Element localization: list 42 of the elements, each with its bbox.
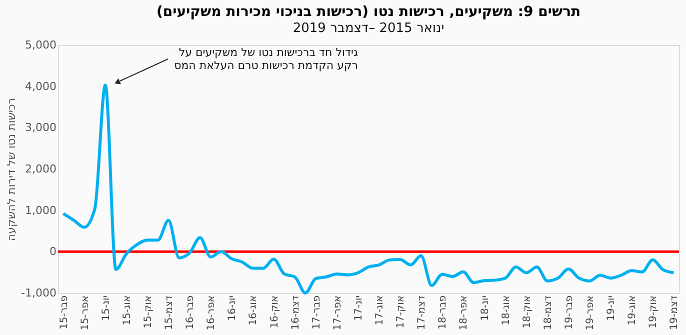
x-tick-label: דצמ-15 bbox=[164, 294, 176, 330]
chart-title: תרשים 9: משקיעים, רכישות נטו (רכישות בניכוי מכירות משקיעים) bbox=[156, 4, 581, 20]
x-tick-label: יונ-19 bbox=[606, 296, 618, 321]
x-tick-label: אפר-16 bbox=[206, 296, 218, 330]
x-tick-label: דצמ-18 bbox=[542, 294, 554, 330]
chart-subtitle: ינואר 2015 –דצמבר 2019 bbox=[292, 21, 444, 36]
x-tick-label: אוק-16 bbox=[269, 296, 280, 328]
x-tick-label: יונ-18 bbox=[480, 296, 491, 321]
x-tick-label: אוג-19 bbox=[627, 296, 638, 326]
x-tick-label: דצמ-16 bbox=[290, 294, 302, 330]
y-tick-label: 4,000 bbox=[25, 80, 56, 93]
y-tick-label: 2,000 bbox=[25, 162, 56, 176]
annotation: גידול חד ברכישות נטו של משקיעים על רקע הקדמת רכישות טרם העלאת המס bbox=[174, 46, 358, 72]
y-tick-label: -1,000 bbox=[21, 286, 56, 300]
x-tick-label: פבר-19 bbox=[564, 296, 575, 330]
x-tick-label: אפר-15 bbox=[80, 296, 91, 330]
x-tick-label: אוג-15 bbox=[122, 296, 133, 326]
x-tick-label: אוק-19 bbox=[648, 296, 660, 328]
x-tick-label: פבר-15 bbox=[58, 296, 70, 330]
y-tick-label: 0 bbox=[50, 245, 56, 258]
y-axis-title: רכישות נטו של דירות להשקעה bbox=[5, 98, 18, 242]
x-tick-label: אפר-19 bbox=[585, 296, 596, 330]
x-tick-label: אוג-16 bbox=[248, 296, 260, 326]
x-tick-label: אוק-15 bbox=[142, 296, 154, 328]
x-tick-label: אוק-18 bbox=[522, 296, 533, 328]
x-tick-label: יונ-15 bbox=[100, 296, 112, 321]
x-tick-label: פבר-18 bbox=[438, 296, 449, 330]
x-tick-label: דצמ-19 bbox=[669, 294, 680, 330]
line-series bbox=[62, 84, 676, 294]
x-tick-label: יונ-16 bbox=[227, 296, 238, 321]
y-tick-label: 1,000 bbox=[25, 204, 56, 217]
x-tick-label: אוג-17 bbox=[374, 296, 386, 326]
x-tick-label: אפר-18 bbox=[458, 296, 470, 330]
x-tick-label: אפר-17 bbox=[332, 296, 344, 330]
x-tick-label: יונ-17 bbox=[353, 296, 364, 321]
x-tick-label: פבר-16 bbox=[185, 296, 196, 330]
y-tick-label: 3,000 bbox=[25, 121, 56, 134]
y-tick-label: 5,000 bbox=[25, 38, 56, 52]
x-tick-label: אוג-18 bbox=[500, 296, 512, 326]
x-tick-label: דצמ-17 bbox=[416, 294, 428, 330]
x-tick-label: פבר-17 bbox=[311, 296, 322, 330]
x-tick-label: אוק-17 bbox=[396, 296, 407, 328]
